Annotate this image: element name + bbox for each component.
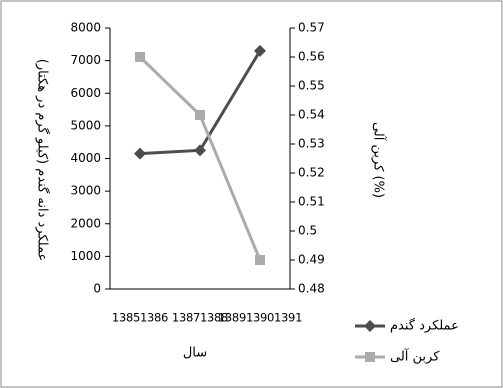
y2-tick-label: 0.53 <box>298 137 325 151</box>
point <box>254 44 266 57</box>
y-axis-title: عملکرد دانه گندم (کیلو گرم در هکتار) <box>35 59 51 261</box>
y2-tick-label: 0.5 <box>298 224 317 238</box>
x-axis-title: سال <box>183 346 207 361</box>
point <box>194 144 206 157</box>
y-tick-label: 8000 <box>70 21 101 35</box>
point <box>135 52 145 62</box>
y-tick-label: 2000 <box>70 216 101 230</box>
x-tick-label: 13851386 <box>112 311 168 325</box>
y-tick-label: 5000 <box>70 118 101 132</box>
point <box>255 255 265 265</box>
y-tick-label: 6000 <box>70 86 101 100</box>
y2-tick-label: 0.52 <box>298 166 325 180</box>
y2-tick-label: 0.55 <box>298 79 325 93</box>
point <box>134 147 146 160</box>
y2-tick-label: 0.54 <box>298 108 325 122</box>
x-tick-label: 138913901391 <box>218 311 302 325</box>
y2-tick-label: 0.56 <box>298 50 325 64</box>
y2-axis-title: کربن آلی (%) <box>371 122 388 198</box>
y2-tick-label: 0.49 <box>298 253 325 267</box>
y2-tick-label: 0.57 <box>298 21 325 35</box>
y-tick-label: 1000 <box>70 249 101 263</box>
legend-marker <box>364 320 376 332</box>
y-tick-label: 3000 <box>70 184 101 198</box>
legend-label: عملکرد گندم <box>390 318 459 334</box>
legend-marker <box>365 352 375 362</box>
legend-label: کربن آلی <box>390 348 440 365</box>
y-tick-label: 7000 <box>70 53 101 67</box>
y-tick-label: 0 <box>93 282 101 296</box>
y-tick-label: 4000 <box>70 151 101 165</box>
y2-tick-label: 0.48 <box>298 282 325 296</box>
x-tick-label: 13871388 <box>172 311 228 325</box>
point <box>195 110 205 120</box>
y2-tick-label: 0.51 <box>298 195 325 209</box>
